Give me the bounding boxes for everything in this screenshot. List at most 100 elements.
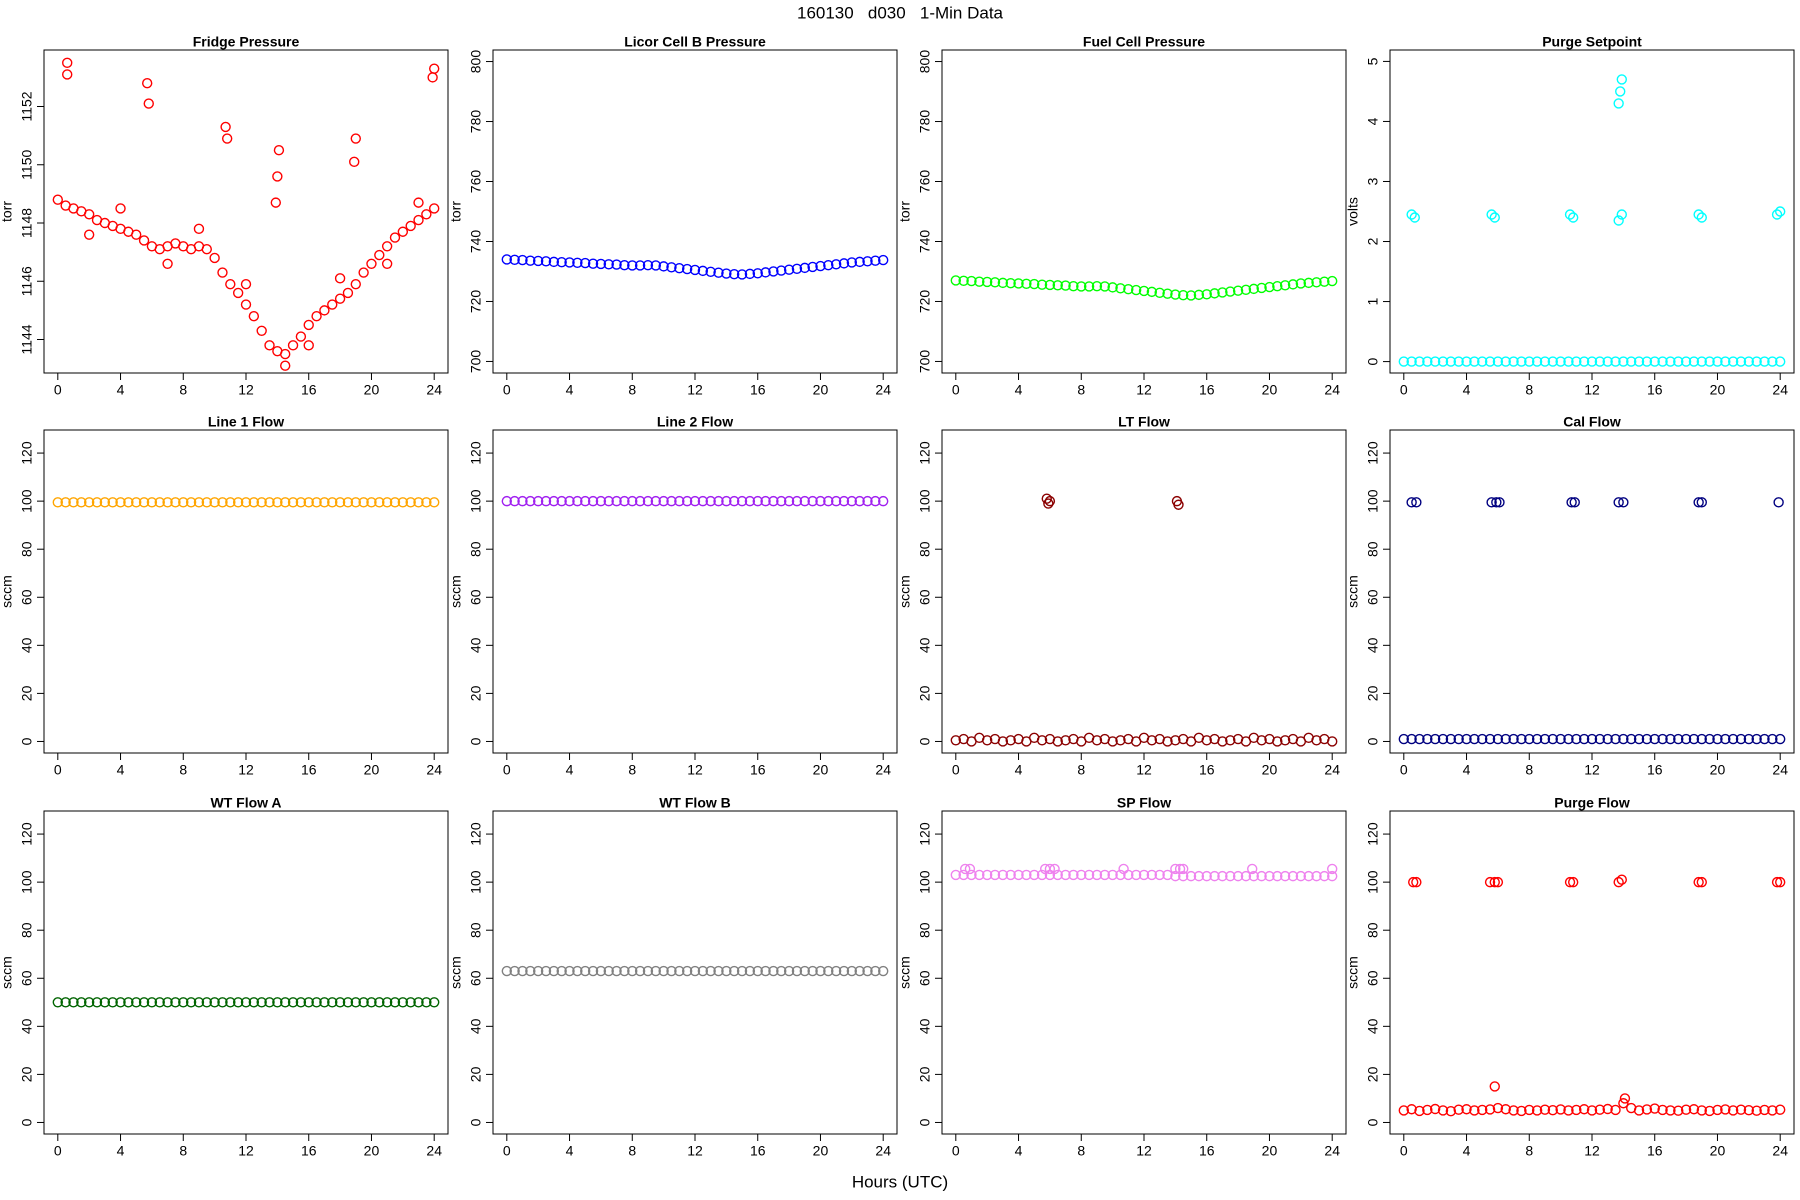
x-tick-label: 0 xyxy=(54,382,62,398)
data-point xyxy=(1406,1104,1417,1115)
y-tick-label: 780 xyxy=(917,110,933,134)
data-point xyxy=(1060,735,1071,746)
data-point xyxy=(405,220,416,232)
x-tick-label: 24 xyxy=(875,1143,891,1159)
data-point xyxy=(564,495,575,507)
data-point xyxy=(193,997,205,1008)
data-point xyxy=(1326,275,1338,287)
x-tick-label: 24 xyxy=(426,762,442,778)
data-point xyxy=(303,340,314,351)
data-point xyxy=(272,997,283,1008)
y-tick-label: 60 xyxy=(19,970,35,986)
y-tick-label: 2 xyxy=(1365,237,1381,245)
data-point xyxy=(327,497,338,508)
data-point xyxy=(264,340,275,351)
y-tick-label: 5 xyxy=(1365,57,1381,65)
y-tick-label: 80 xyxy=(19,541,35,557)
x-tick-label: 8 xyxy=(628,1143,636,1159)
data-point xyxy=(1727,733,1739,745)
data-point xyxy=(1626,733,1637,745)
data-point xyxy=(1688,733,1700,745)
data-point xyxy=(870,965,881,977)
data-point xyxy=(240,278,252,290)
x-tick-label: 4 xyxy=(1015,1143,1023,1159)
data-point xyxy=(1743,733,1755,745)
data-point xyxy=(421,997,432,1008)
data-point xyxy=(760,267,771,278)
data-point xyxy=(1469,1105,1480,1116)
panel-frame xyxy=(43,429,449,754)
data-point xyxy=(1287,279,1299,290)
x-tick-label: 0 xyxy=(1400,382,1408,398)
y-tick-label: 60 xyxy=(468,589,484,605)
x-tick-label: 0 xyxy=(1400,762,1408,778)
data-point xyxy=(1013,869,1024,881)
panel-frame xyxy=(492,429,898,754)
data-point xyxy=(729,495,740,507)
data-point xyxy=(517,495,528,507)
data-point xyxy=(1771,876,1783,888)
data-point xyxy=(428,203,440,214)
x-tick-label: 24 xyxy=(1324,762,1340,778)
data-point xyxy=(428,63,440,74)
data-point xyxy=(1303,870,1314,882)
data-point xyxy=(1555,733,1566,745)
data-point xyxy=(1021,278,1032,289)
data-point xyxy=(1146,869,1158,881)
data-point xyxy=(870,255,881,266)
data-point xyxy=(311,311,322,322)
data-point xyxy=(830,495,842,507)
data-point xyxy=(791,495,803,507)
data-point xyxy=(532,495,544,507)
data-point xyxy=(689,495,701,507)
data-point xyxy=(1279,735,1291,746)
data-point xyxy=(1688,356,1700,367)
data-point xyxy=(1489,1081,1500,1092)
y-tick-label: 120 xyxy=(917,441,933,465)
data-point xyxy=(1774,356,1786,367)
data-point xyxy=(1068,869,1079,881)
panel-frame xyxy=(1389,810,1795,1135)
data-point xyxy=(350,133,361,144)
data-point xyxy=(1613,215,1624,226)
data-point xyxy=(1491,497,1502,508)
x-tick-label: 4 xyxy=(1463,382,1471,398)
data-point xyxy=(697,965,709,977)
data-point xyxy=(287,997,299,1008)
data-point xyxy=(854,495,865,507)
data-point xyxy=(783,495,795,507)
x-tick-label: 24 xyxy=(1772,1143,1788,1159)
data-point xyxy=(146,997,158,1008)
data-point xyxy=(256,497,267,508)
data-point xyxy=(666,262,677,273)
data-point xyxy=(611,965,622,977)
data-point xyxy=(1743,1105,1755,1116)
panel-title: Cal Flow xyxy=(1563,414,1621,430)
data-point xyxy=(76,997,87,1008)
data-point xyxy=(1477,733,1488,745)
data-point xyxy=(1295,870,1307,882)
data-point xyxy=(397,997,409,1008)
data-point xyxy=(509,965,520,977)
y-tick-label: 4 xyxy=(1365,117,1381,125)
data-point xyxy=(960,863,971,875)
data-point xyxy=(1445,733,1457,745)
panel-title: SP Flow xyxy=(1117,795,1171,811)
x-tick-label: 16 xyxy=(1199,382,1215,398)
data-point xyxy=(1704,1105,1715,1117)
data-point xyxy=(1494,497,1505,508)
data-point xyxy=(1773,497,1784,508)
data-point xyxy=(580,495,591,507)
x-tick-label: 20 xyxy=(1710,762,1726,778)
data-point xyxy=(52,497,64,508)
data-point xyxy=(1146,735,1158,746)
data-point xyxy=(1673,356,1684,367)
data-point xyxy=(1406,209,1417,220)
data-point xyxy=(1154,869,1165,881)
data-point xyxy=(1665,356,1676,367)
y-tick-label: 60 xyxy=(917,970,933,986)
x-tick-label: 16 xyxy=(1199,762,1215,778)
data-point xyxy=(1602,356,1613,367)
data-point xyxy=(1146,286,1158,298)
data-point xyxy=(1076,281,1087,292)
